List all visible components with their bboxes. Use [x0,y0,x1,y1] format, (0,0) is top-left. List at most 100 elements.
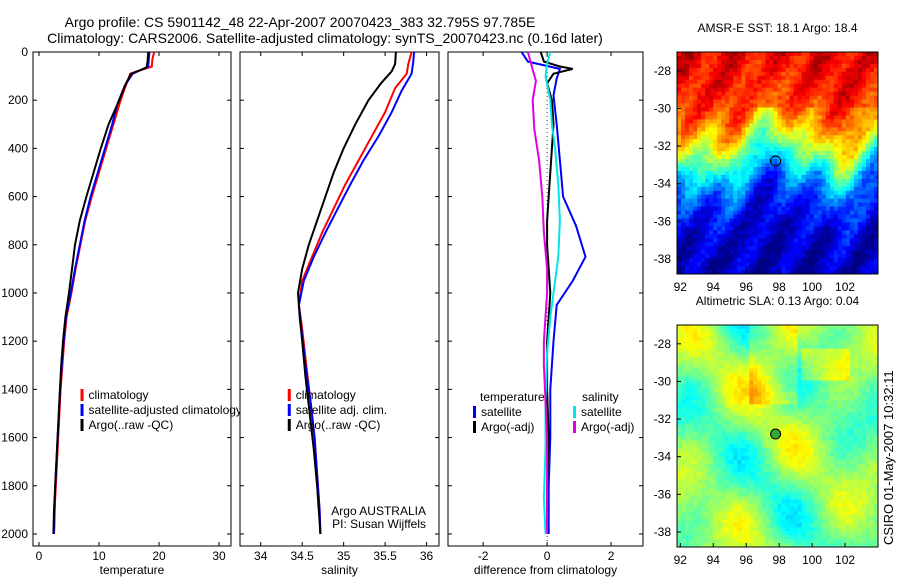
heatmap-cell [861,360,867,366]
heatmap-cell [749,258,754,263]
heatmap-cell [701,396,706,401]
y-tick-label: 0 [21,45,28,59]
heatmap-cell [765,230,770,235]
heatmap-cell [689,194,694,200]
heatmap-cell [773,424,778,429]
heatmap-cell [677,364,682,369]
heatmap-cell [829,79,835,85]
heatmap-cell [857,404,863,409]
heatmap-cell [845,479,851,484]
heatmap-cell [761,75,766,81]
heatmap-cell [837,147,843,152]
heatmap-cell [685,368,690,373]
heatmap-cell [793,475,798,480]
heatmap-cell [825,135,831,140]
heatmap-cell [793,242,798,247]
heatmap-cell [793,336,798,342]
heatmap-cell [873,242,879,247]
heatmap-cell [869,360,875,366]
heatmap-cell [765,436,770,441]
heatmap-cell [741,340,746,346]
heatmap-cell [793,356,798,362]
heatmap-cell [837,206,843,211]
heatmap-cell [693,63,698,69]
heatmap-cell [837,436,843,441]
heatmap-cell [813,131,819,136]
heatmap-cell [753,332,758,338]
heatmap-cell [865,75,871,81]
heatmap-cell [789,436,794,441]
heatmap-cell [785,471,790,477]
heatmap-cell [869,258,875,263]
heatmap-cell [809,328,815,334]
heatmap-cell [753,55,758,61]
heatmap-cell [873,55,879,61]
heatmap-cell [809,404,815,409]
heatmap-cell [841,325,847,330]
heatmap-cell [837,439,843,445]
heatmap-cell [785,111,790,116]
heatmap-cell [833,103,839,108]
heatmap-cell [789,230,794,235]
heatmap-cell [713,467,718,473]
heatmap-cell [793,471,798,477]
heatmap-cell [777,332,782,338]
heatmap-cell [861,55,867,61]
heatmap-cell [841,364,847,369]
heatmap-cell [741,218,746,223]
heatmap-cell [725,155,730,160]
heatmap-cell [781,71,786,77]
heatmap-cell [749,170,754,176]
heatmap-cell [733,447,738,453]
heatmap-cell [689,75,694,81]
heatmap-cell [677,115,682,120]
heatmap-cell [853,63,859,69]
heatmap-cell [873,139,879,144]
heatmap-cell [769,250,774,255]
y-tick-label: 1800 [1,479,28,493]
heatmap-cell [817,471,823,477]
heatmap-cell [853,463,859,469]
heatmap-cell [701,348,706,354]
heatmap-cell [841,372,847,377]
heatmap-cell [873,388,879,393]
heatmap-cell [809,258,815,263]
heatmap-cell [753,87,758,93]
heatmap-cell [837,467,843,473]
heatmap-cell [769,463,774,469]
heatmap-cell [721,71,726,77]
heatmap-cell [801,218,807,223]
heatmap-cell [757,194,762,200]
heatmap-cell [717,447,722,453]
heatmap-cell [705,388,710,393]
heatmap-cell [841,328,847,334]
heatmap-cell [833,340,839,346]
heatmap-cell [833,372,839,377]
heatmap-cell [801,210,807,215]
heatmap-cell [873,59,879,65]
heatmap-cell [749,87,754,93]
heatmap-cell [769,63,774,69]
heatmap-cell [717,63,722,69]
heatmap-cell [813,392,819,397]
heatmap-cell [821,420,827,425]
heatmap-cell [845,380,851,385]
heatmap-cell [841,79,847,85]
heatmap-cell [753,147,758,152]
heatmap-cell [729,262,734,267]
heatmap-cell [745,416,750,421]
heatmap-cell [761,420,766,425]
heatmap-cell [733,467,738,473]
heatmap-cell [853,325,859,330]
heatmap-cell [685,424,690,429]
heatmap-cell [817,463,823,469]
heatmap-cell [777,206,782,211]
heatmap-cell [705,83,710,89]
heatmap-cell [861,388,867,393]
heatmap-cell [817,123,823,128]
legend-entry: Argo(-adj) [481,420,534,434]
heatmap-cell [813,336,819,342]
heatmap-cell [789,447,794,453]
heatmap-cell [793,234,798,239]
heatmap-cell [793,190,798,196]
